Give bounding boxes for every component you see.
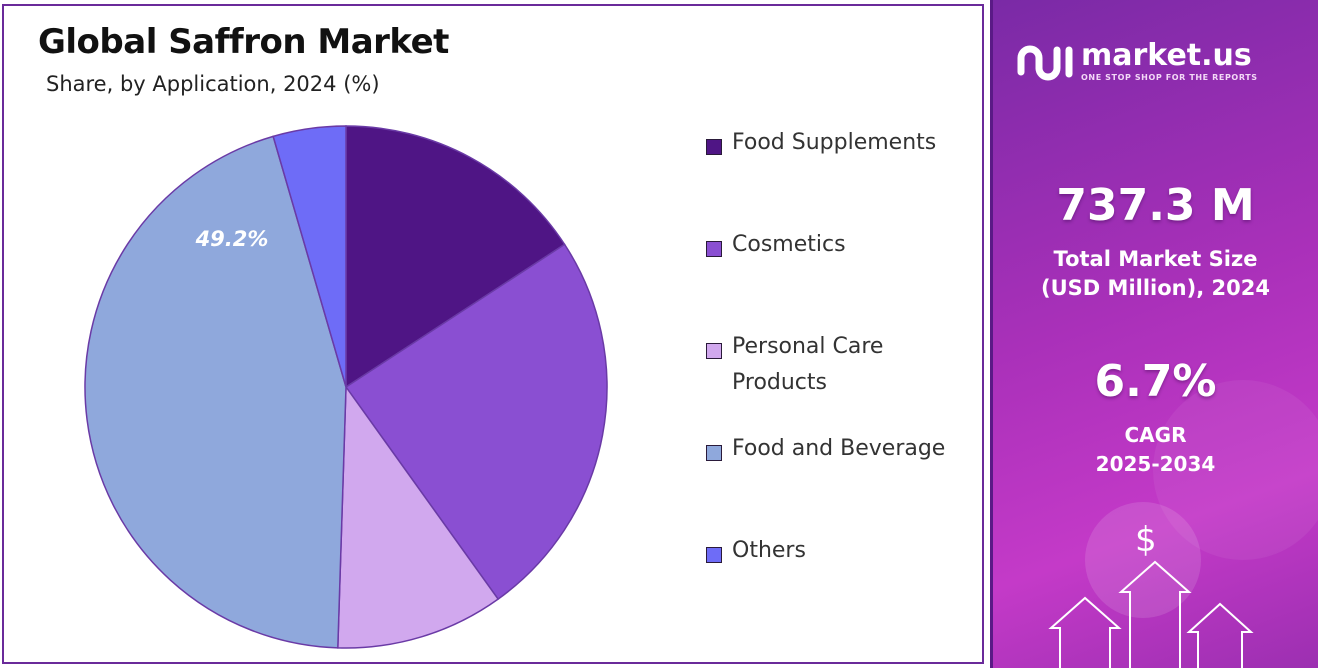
brand-name: market.us <box>1081 37 1252 73</box>
data-label: 49.2% <box>195 227 269 251</box>
market-size-value: 737.3 M <box>1056 180 1255 231</box>
pie-slice-food-supplements <box>345 125 566 389</box>
legend-swatch <box>706 343 722 359</box>
cagr-period: 2025-2034 <box>1095 452 1216 476</box>
legend-swatch <box>706 241 722 257</box>
legend-label: Others <box>732 538 806 563</box>
dollar-icon: $ <box>1135 520 1157 560</box>
chart-subtitle: Share, by Application, 2024 (%) <box>46 72 380 96</box>
legend-label: Food and Beverage <box>732 436 946 461</box>
legend-swatch <box>706 445 722 461</box>
legend-item-others: Others <box>706 538 806 569</box>
legend-swatch <box>706 547 722 563</box>
legend-item-cosmetics: Cosmetics <box>706 232 846 263</box>
chart-title: Global Saffron Market <box>38 22 449 62</box>
up-arrow-icon <box>1048 560 1254 668</box>
brand-tagline: ONE STOP SHOP FOR THE REPORTS <box>1081 72 1258 82</box>
legend-item-personal-care-products: Personal Care Products <box>706 334 922 401</box>
legend-label: Personal Care Products <box>732 334 884 395</box>
cagr-label: CAGR <box>1124 423 1187 447</box>
market-size-label-2: (USD Million), 2024 <box>1041 276 1270 300</box>
pie-chart: 49.2% <box>84 125 608 649</box>
market-size-block: 737.3 M Total Market Size (USD Million),… <box>993 180 1318 303</box>
cagr-value: 6.7% <box>1094 356 1217 407</box>
legend-label: Cosmetics <box>732 232 846 257</box>
legend-item-food-and-beverage: Food and Beverage <box>706 436 945 467</box>
market-us-logo-icon <box>1017 45 1073 81</box>
pie-slice-food-and-beverage <box>84 135 347 649</box>
pie-slice-cosmetics <box>344 243 608 601</box>
market-size-label: Total Market Size <box>1053 247 1258 271</box>
legend-swatch <box>706 139 722 155</box>
stats-sidebar: market.us ONE STOP SHOP FOR THE REPORTS … <box>990 0 1318 668</box>
pie-slice-others <box>272 125 347 388</box>
pie-slice-personal-care-products <box>337 384 500 649</box>
brand-logo: market.us ONE STOP SHOP FOR THE REPORTS <box>1013 38 1258 84</box>
legend-label: Food Supplements <box>732 130 937 155</box>
cagr-block: 6.7% CAGR 2025-2034 <box>993 356 1318 479</box>
sidebar-decoration <box>1048 380 1318 668</box>
legend-item-food-supplements: Food Supplements <box>706 130 936 161</box>
